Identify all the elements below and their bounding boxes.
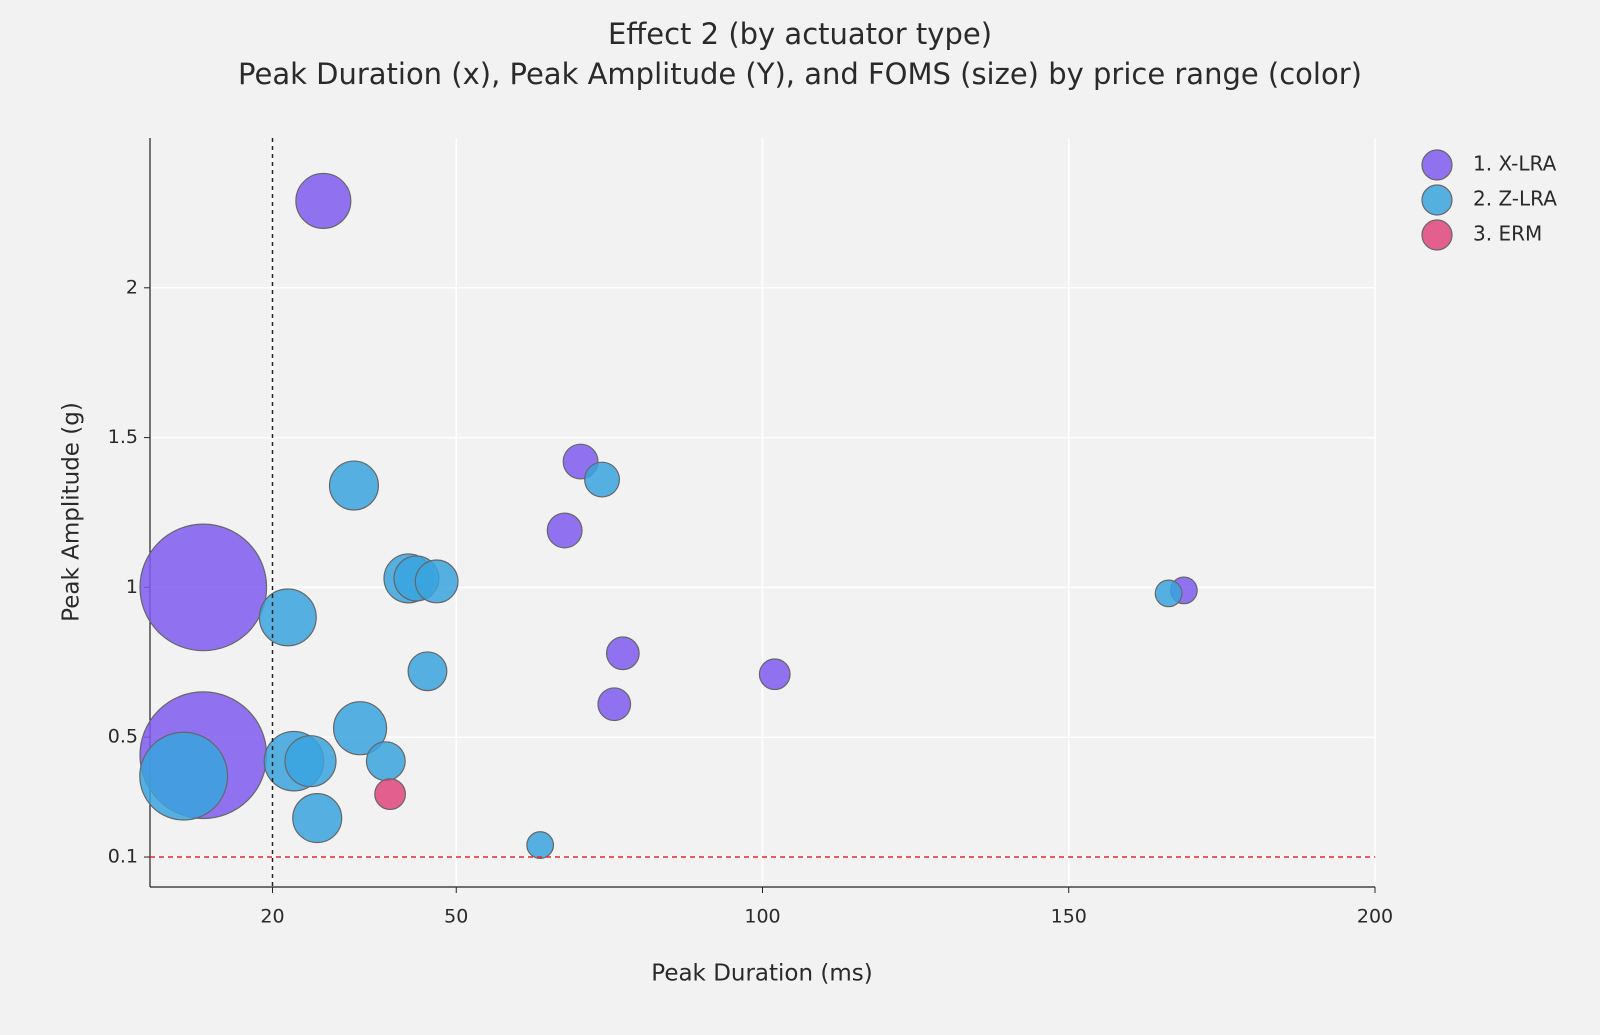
- chart-subtitle: Peak Duration (x), Peak Amplitude (Y), a…: [238, 57, 1362, 91]
- bubble: [139, 523, 268, 652]
- legend-marker: [1421, 149, 1453, 181]
- bubble: [332, 701, 388, 756]
- x-tick-label: 200: [1357, 906, 1393, 928]
- bubble: [758, 658, 791, 691]
- bubble: [546, 512, 583, 549]
- x-tick-label: 150: [1051, 906, 1087, 928]
- x-tick-label: 100: [744, 906, 780, 928]
- x-tick-label: 50: [444, 906, 468, 928]
- bubble: [258, 588, 317, 647]
- bubble: [295, 172, 352, 229]
- y-tick-label: 0.5: [108, 726, 138, 748]
- y-tick-label: 0.1: [108, 846, 138, 868]
- bubble: [374, 778, 407, 811]
- y-tick-label: 2: [126, 276, 138, 298]
- y-tick-label: 1.5: [108, 426, 138, 448]
- bubble: [407, 651, 448, 692]
- legend-label: 2. Z-LRA: [1473, 187, 1557, 211]
- x-axis-label: Peak Duration (ms): [651, 961, 872, 987]
- bubble: [584, 461, 620, 498]
- legend-marker: [1421, 184, 1453, 216]
- bubble: [1154, 579, 1183, 608]
- legend-marker: [1421, 219, 1453, 251]
- bubble: [292, 793, 343, 844]
- bubble: [597, 687, 632, 722]
- bubble: [139, 731, 229, 821]
- bubble: [526, 831, 555, 859]
- bubble: [284, 735, 337, 788]
- bubble: [328, 460, 380, 511]
- legend-label: 3. ERM: [1473, 222, 1542, 246]
- chart-title: Effect 2 (by actuator type): [608, 17, 992, 51]
- y-axis-label: Peak Amplitude (g): [59, 402, 85, 622]
- bubble: [605, 636, 640, 671]
- bubble: [365, 741, 406, 782]
- y-tick-label: 1: [126, 576, 138, 598]
- legend-label: 1. X-LRA: [1473, 152, 1557, 176]
- bubble: [414, 559, 459, 604]
- x-tick-label: 20: [260, 906, 284, 928]
